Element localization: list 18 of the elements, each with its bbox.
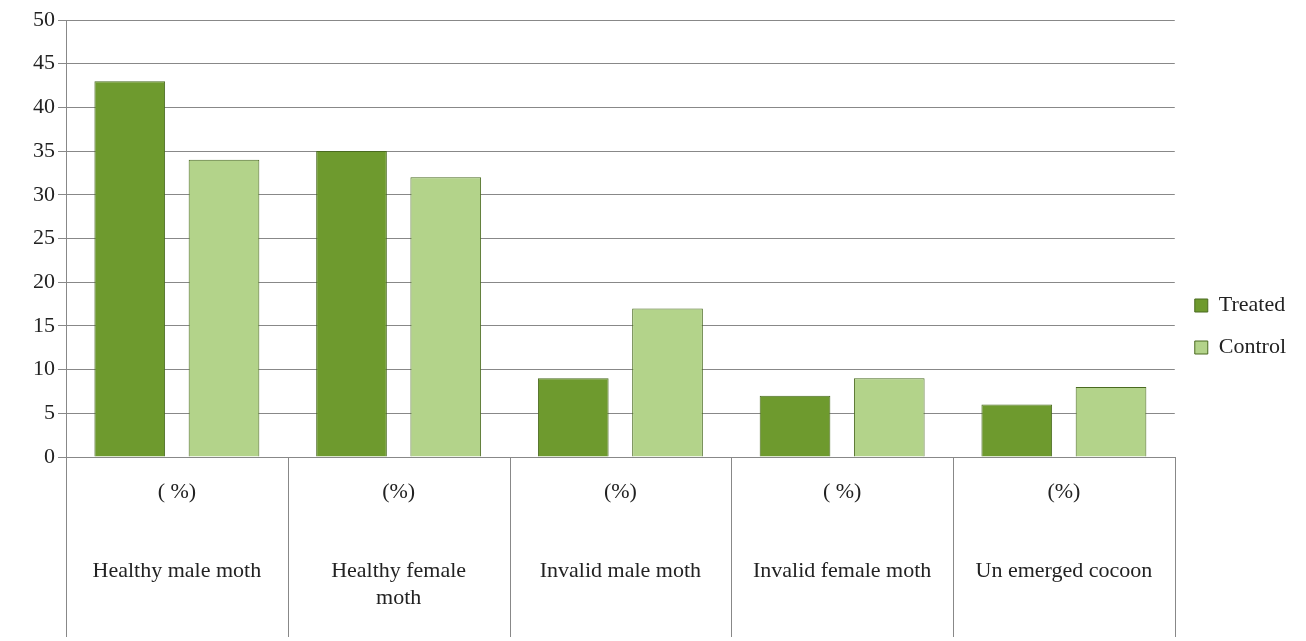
y-tick-label: 0	[44, 442, 55, 468]
legend-label: Control	[1218, 333, 1287, 359]
category-label: ( %) Healthy male moth	[92, 477, 262, 583]
category-label: (%) Invalid male moth	[539, 477, 702, 583]
y-tick-label: 25	[33, 224, 55, 250]
y-tick-label: 20	[33, 267, 55, 293]
category-label: (%) Un emerged cocoon	[975, 477, 1153, 583]
legend-label: Treated	[1218, 291, 1286, 317]
y-tick-label: 45	[33, 49, 55, 75]
y-tick-label: 10	[33, 355, 55, 381]
y-tick-label: 40	[33, 93, 55, 119]
y-tick-label: 50	[33, 5, 55, 31]
y-tick-label: 30	[33, 180, 55, 206]
category-label: (%) Healthy female moth	[331, 477, 467, 609]
category-label: ( %) Invalid female moth	[752, 477, 932, 583]
y-tick-label: 35	[33, 136, 55, 162]
y-tick-label: 5	[44, 399, 55, 425]
y-tick-label: 15	[33, 311, 55, 337]
